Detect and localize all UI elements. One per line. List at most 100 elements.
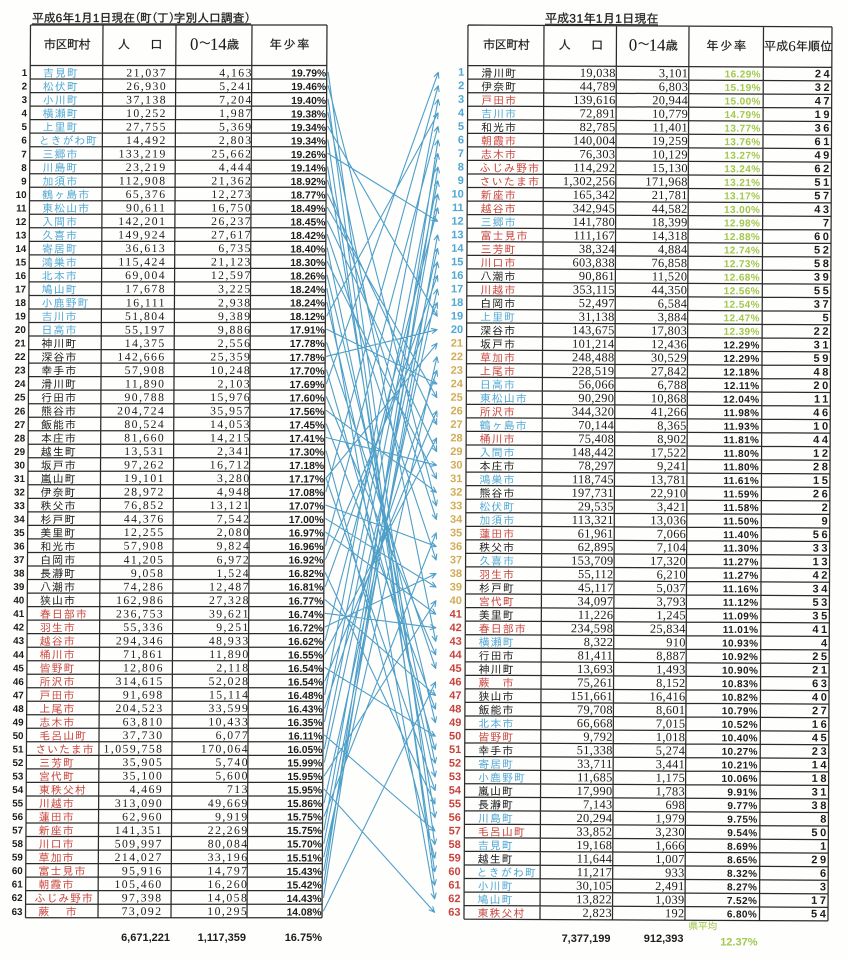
svg-text:15.51%: 15.51% xyxy=(287,853,322,864)
svg-text:4,444: 4,444 xyxy=(219,161,253,174)
svg-text:11.80%: 11.80% xyxy=(723,462,759,473)
svg-text:34,097: 34,097 xyxy=(577,594,613,608)
svg-text:59: 59 xyxy=(448,852,460,864)
svg-text:29: 29 xyxy=(14,447,26,458)
svg-text:22: 22 xyxy=(451,351,463,363)
svg-text:10: 10 xyxy=(813,421,830,433)
svg-text:65,376: 65,376 xyxy=(126,188,167,201)
svg-text:1: 1 xyxy=(22,68,28,79)
svg-text:12.74%: 12.74% xyxy=(724,245,760,256)
svg-text:105,460: 105,460 xyxy=(114,878,162,891)
svg-text:313,090: 313,090 xyxy=(115,797,163,810)
svg-text:47: 47 xyxy=(13,690,25,701)
svg-text:713: 713 xyxy=(227,783,249,796)
svg-text:18,399: 18,399 xyxy=(652,215,688,229)
svg-text:62,895: 62,895 xyxy=(578,540,614,554)
svg-text:40: 40 xyxy=(13,596,25,607)
svg-text:10: 10 xyxy=(16,190,28,201)
svg-text:14,318: 14,318 xyxy=(652,229,688,243)
svg-text:41,266: 41,266 xyxy=(651,405,687,419)
svg-text:6: 6 xyxy=(820,868,829,880)
svg-text:314,615: 314,615 xyxy=(116,675,164,688)
svg-text:13,121: 13,121 xyxy=(210,499,251,512)
svg-text:26: 26 xyxy=(813,488,830,500)
svg-text:19,038: 19,038 xyxy=(580,66,616,80)
svg-text:55: 55 xyxy=(814,285,831,297)
svg-text:45: 45 xyxy=(449,663,461,675)
svg-text:171,968: 171,968 xyxy=(645,174,687,188)
svg-text:7,015: 7,015 xyxy=(656,717,685,731)
svg-text:10,433: 10,433 xyxy=(208,716,249,729)
svg-text:74,286: 74,286 xyxy=(123,580,164,593)
svg-text:19,101: 19,101 xyxy=(124,472,165,485)
svg-text:6: 6 xyxy=(458,134,464,146)
svg-text:33,599: 33,599 xyxy=(208,702,249,715)
svg-text:6.80%: 6.80% xyxy=(727,909,757,920)
svg-text:12.18%: 12.18% xyxy=(723,367,759,378)
svg-text:23: 23 xyxy=(812,746,829,758)
svg-text:8: 8 xyxy=(21,163,27,174)
svg-text:30,105: 30,105 xyxy=(576,879,612,893)
svg-text:5,369: 5,369 xyxy=(219,120,253,133)
svg-text:16.43%: 16.43% xyxy=(288,705,323,716)
svg-text:1,666: 1,666 xyxy=(655,838,684,852)
svg-text:41: 41 xyxy=(13,609,25,620)
svg-text:42: 42 xyxy=(450,622,462,634)
svg-text:11: 11 xyxy=(452,202,464,214)
svg-text:19.79%: 19.79% xyxy=(291,69,326,80)
svg-text:42: 42 xyxy=(813,570,830,582)
svg-text:27,617: 27,617 xyxy=(211,229,252,242)
svg-text:13.00%: 13.00% xyxy=(724,205,760,216)
svg-text:21: 21 xyxy=(15,339,27,350)
svg-text:114,292: 114,292 xyxy=(573,161,615,175)
svg-text:26,930: 26,930 xyxy=(126,80,167,93)
svg-text:16.96%: 16.96% xyxy=(289,542,324,553)
svg-text:2,118: 2,118 xyxy=(216,662,249,675)
svg-text:19.46%: 19.46% xyxy=(291,82,326,93)
svg-text:15,976: 15,976 xyxy=(210,391,251,404)
svg-text:21,123: 21,123 xyxy=(211,256,252,269)
svg-text:12,487: 12,487 xyxy=(209,580,250,593)
svg-text:9.77%: 9.77% xyxy=(727,801,757,812)
svg-text:73,092: 73,092 xyxy=(122,905,163,918)
svg-text:4,469: 4,469 xyxy=(130,783,164,796)
svg-text:39: 39 xyxy=(450,582,462,594)
svg-text:16.54%: 16.54% xyxy=(288,664,323,675)
svg-text:35,957: 35,957 xyxy=(210,405,251,418)
svg-text:23,219: 23,219 xyxy=(126,161,167,174)
svg-text:19.14%: 19.14% xyxy=(291,163,326,174)
svg-text:4,948: 4,948 xyxy=(217,486,251,499)
svg-text:149,924: 149,924 xyxy=(118,229,166,242)
svg-text:29: 29 xyxy=(450,446,462,458)
svg-text:44: 44 xyxy=(13,650,25,661)
svg-text:3,280: 3,280 xyxy=(217,472,251,485)
svg-text:97,262: 97,262 xyxy=(124,459,165,472)
svg-text:17.30%: 17.30% xyxy=(289,448,324,459)
svg-text:41: 41 xyxy=(450,609,462,621)
svg-text:4: 4 xyxy=(22,109,28,120)
svg-text:7,204: 7,204 xyxy=(219,93,253,106)
svg-text:2,341: 2,341 xyxy=(217,445,251,458)
svg-text:19,259: 19,259 xyxy=(652,134,688,148)
svg-text:24: 24 xyxy=(15,379,27,390)
svg-text:5: 5 xyxy=(822,312,831,324)
svg-text:80,084: 80,084 xyxy=(208,837,249,850)
svg-text:2: 2 xyxy=(458,80,464,92)
svg-text:15.95%: 15.95% xyxy=(287,772,322,783)
svg-text:76,858: 76,858 xyxy=(651,256,687,270)
svg-text:192: 192 xyxy=(665,906,685,920)
svg-text:10.06%: 10.06% xyxy=(721,774,757,785)
svg-text:30,529: 30,529 xyxy=(651,351,687,365)
svg-text:19,168: 19,168 xyxy=(576,838,612,852)
svg-text:10.93%: 10.93% xyxy=(722,638,758,649)
svg-text:26: 26 xyxy=(450,405,462,417)
svg-text:18.49%: 18.49% xyxy=(290,204,325,215)
svg-text:36: 36 xyxy=(450,541,462,553)
svg-text:33,711: 33,711 xyxy=(577,757,613,771)
svg-text:54: 54 xyxy=(449,785,462,797)
svg-text:15,130: 15,130 xyxy=(652,161,688,175)
svg-text:11.01%: 11.01% xyxy=(723,625,759,636)
svg-text:228,519: 228,519 xyxy=(572,364,614,378)
svg-text:10.83%: 10.83% xyxy=(722,679,758,690)
svg-text:34: 34 xyxy=(813,583,830,595)
